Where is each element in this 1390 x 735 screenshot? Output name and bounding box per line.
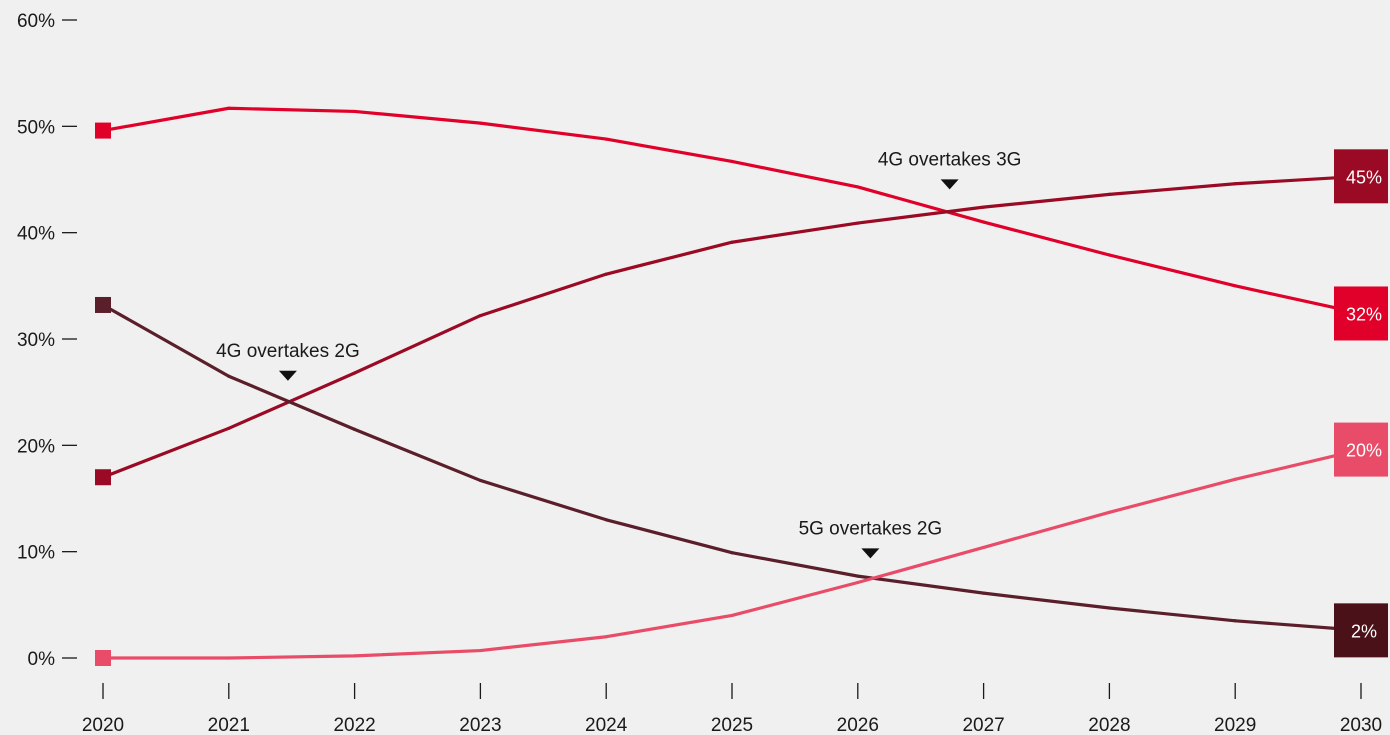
series-line-4g <box>101 174 1363 479</box>
annotation-text: 4G overtakes 2G <box>216 341 360 362</box>
data-point-2g <box>982 591 986 595</box>
data-point-4g <box>1233 182 1237 186</box>
annotation-pointer-icon <box>278 370 297 381</box>
annotation: 4G overtakes 2G <box>216 341 360 381</box>
end-label-box <box>1334 422 1388 477</box>
annotation: 5G overtakes 2G <box>799 518 943 559</box>
annotation: 4G overtakes 3G <box>878 149 1022 190</box>
data-point-4g <box>982 205 986 209</box>
data-point-2g <box>353 427 357 431</box>
x-tick-label: 2021 <box>208 715 250 735</box>
data-point-2g <box>1233 619 1237 623</box>
data-point-3g <box>353 109 357 114</box>
data-point-2g <box>1107 606 1111 610</box>
x-tick-label: 2025 <box>711 715 753 735</box>
start-markers <box>95 122 111 666</box>
end-label-text: 20% <box>1346 441 1382 461</box>
data-point-5g <box>730 613 734 618</box>
x-tick-label: 2028 <box>1088 715 1130 735</box>
y-tick-label: 0% <box>28 649 56 670</box>
data-point-4g <box>604 272 608 276</box>
series-lines <box>101 106 1363 660</box>
end-label-box <box>1334 603 1388 658</box>
x-tick-label: 2029 <box>1214 715 1256 735</box>
data-point-2g <box>856 574 860 578</box>
x-axis: 2020 2021 2022 2023 2024 2025 2026 2027 2028 2029… <box>82 683 1382 735</box>
y-tick-label: 30% <box>17 330 55 351</box>
y-tick-label: 40% <box>17 224 55 245</box>
end-label-text: 32% <box>1346 304 1382 324</box>
start-marker-3g <box>95 122 111 139</box>
data-point-2g <box>478 478 482 483</box>
data-point-2g <box>227 374 231 378</box>
x-tick-label: 2030 <box>1340 715 1382 735</box>
data-point-3g <box>730 159 734 164</box>
data-point-5g <box>1107 510 1111 514</box>
data-point-5g <box>478 648 482 653</box>
data-point-3g <box>1107 253 1111 257</box>
data-point-5g <box>353 654 357 658</box>
end-label-5g: 20% <box>1334 422 1388 477</box>
end-label-box <box>1334 286 1388 341</box>
series-line-3g <box>101 106 1363 316</box>
y-tick-label: 10% <box>17 543 55 564</box>
y-axis: 0% 10% 20% 30% 40% 50% 60% <box>17 11 77 670</box>
start-marker-5g <box>95 650 111 666</box>
data-point-3g <box>604 137 608 141</box>
x-tick-label: 2027 <box>962 715 1004 735</box>
data-point-4g <box>856 221 860 225</box>
data-point-3g <box>227 106 231 110</box>
data-point-4g <box>730 240 734 244</box>
data-point-5g <box>604 635 608 639</box>
data-point-5g <box>227 656 231 660</box>
end-label-text: 2% <box>1351 621 1377 641</box>
data-point-3g <box>1233 284 1237 288</box>
data-point-3g <box>856 185 860 189</box>
annotations: 4G overtakes 2G 4G overtakes 3G 5G overtak… <box>216 149 1022 559</box>
y-tick-label: 20% <box>17 436 55 457</box>
x-tick-label: 2020 <box>82 715 124 735</box>
x-tick-label: 2023 <box>459 715 501 735</box>
data-point-5g <box>1233 477 1237 481</box>
annotation-text: 5G overtakes 2G <box>799 518 943 539</box>
data-point-2g <box>730 551 734 555</box>
data-point-5g <box>856 580 860 585</box>
end-label-box <box>1334 149 1388 204</box>
data-point-3g <box>982 220 986 224</box>
data-point-5g <box>982 545 986 550</box>
annotation-text: 4G overtakes 3G <box>878 149 1022 170</box>
end-label-4g: 45% <box>1334 149 1388 204</box>
start-marker-4g <box>95 469 111 486</box>
data-point-4g <box>478 314 482 318</box>
end-label-text: 45% <box>1346 167 1382 187</box>
data-point-4g <box>227 426 231 430</box>
start-marker-2g <box>95 296 111 313</box>
end-labels: 32% 45% 2% 20% <box>1334 149 1388 658</box>
annotation-pointer-icon <box>940 179 959 190</box>
end-label-2g: 2% <box>1334 603 1388 658</box>
annotation-pointer-icon <box>861 548 880 559</box>
y-tick-label: 60% <box>17 11 55 32</box>
data-point-4g <box>1107 192 1111 196</box>
x-tick-label: 2024 <box>585 715 628 735</box>
x-tick-label: 2022 <box>333 715 375 735</box>
data-point-4g <box>353 371 357 375</box>
x-tick-label: 2026 <box>837 715 879 735</box>
end-label-3g: 32% <box>1334 286 1388 341</box>
y-tick-label: 50% <box>17 117 55 138</box>
data-point-2g <box>604 518 608 522</box>
data-point-3g <box>478 121 482 125</box>
